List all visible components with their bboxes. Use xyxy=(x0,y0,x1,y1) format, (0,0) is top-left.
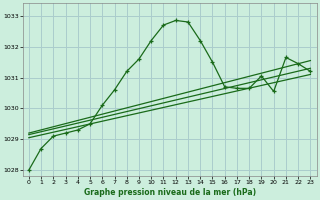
X-axis label: Graphe pression niveau de la mer (hPa): Graphe pression niveau de la mer (hPa) xyxy=(84,188,256,197)
